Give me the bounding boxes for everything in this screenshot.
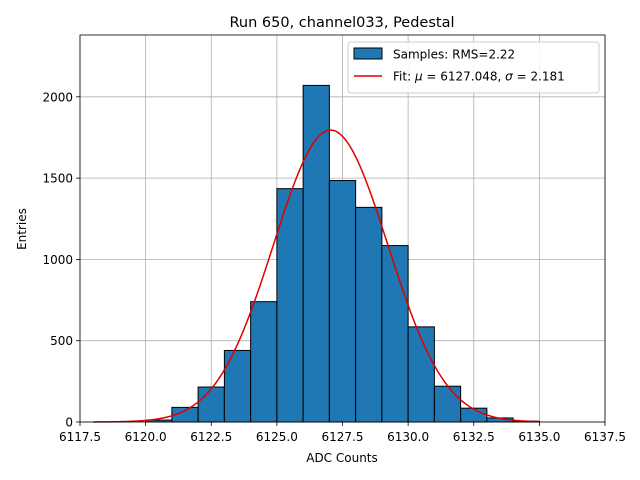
x-axis-label: ADC Counts [306,451,378,465]
legend-label-fit: Fit: μ = 6127.048, σ = 2.181 [393,70,565,84]
legend-fit-prefix: Fit: [393,70,415,84]
legend-fit-sigma-symbol: σ [505,70,513,84]
histogram-bar-8 [355,206,383,423]
x-tick-label-3: 6125.0 [256,430,298,444]
y-tick-label-2: 1000 [42,253,73,267]
x-tick-label-8: 6137.5 [584,430,626,444]
legend-fit-sigma-value: = 2.181 [513,70,565,84]
fit-curve [93,129,540,423]
legend-fit-mu-value: = 6127.048, [423,70,506,84]
histogram-bar-3 [223,349,252,423]
histogram-bar-7 [328,180,357,423]
legend: Samples: RMS=2.22 Fit: μ = 6127.048, σ =… [347,41,600,94]
x-tick-label-1: 6120.0 [125,430,167,444]
histogram-bar-12 [460,407,488,423]
histogram-bar-2 [197,386,225,423]
chart-title: Run 650, channel033, Pedestal [229,15,454,31]
histogram-bar-6 [302,84,330,423]
x-tick-label-0: 6117.5 [59,430,101,444]
histogram-bar-10 [407,326,435,423]
legend-label-samples: Samples: RMS=2.22 [393,48,515,62]
y-axis-ticks: 0 500 1000 1500 2000 [42,90,80,430]
x-axis-ticks: 6117.5 6120.0 6122.5 6125.0 6127.5 6130.0 6132… [59,422,626,444]
x-tick-label-5: 6130.0 [387,430,429,444]
x-tick-label-4: 6127.5 [322,430,364,444]
y-tick-label-0: 0 [65,416,73,430]
x-tick-label-6: 6132.5 [453,430,495,444]
histogram-bar-4 [250,301,278,423]
histogram-bar-9 [381,245,409,423]
y-tick-label-1: 500 [50,334,73,348]
x-tick-label-2: 6122.5 [190,430,232,444]
legend-swatch-samples [353,47,383,60]
y-axis-label: Entries [15,208,29,250]
y-tick-label-4: 2000 [42,90,73,104]
legend-box [347,41,600,94]
x-tick-label-7: 6135.0 [518,430,560,444]
histogram-bar-11 [433,385,462,423]
legend-fit-mu-symbol: μ [414,70,423,84]
y-tick-label-3: 1500 [42,172,73,186]
